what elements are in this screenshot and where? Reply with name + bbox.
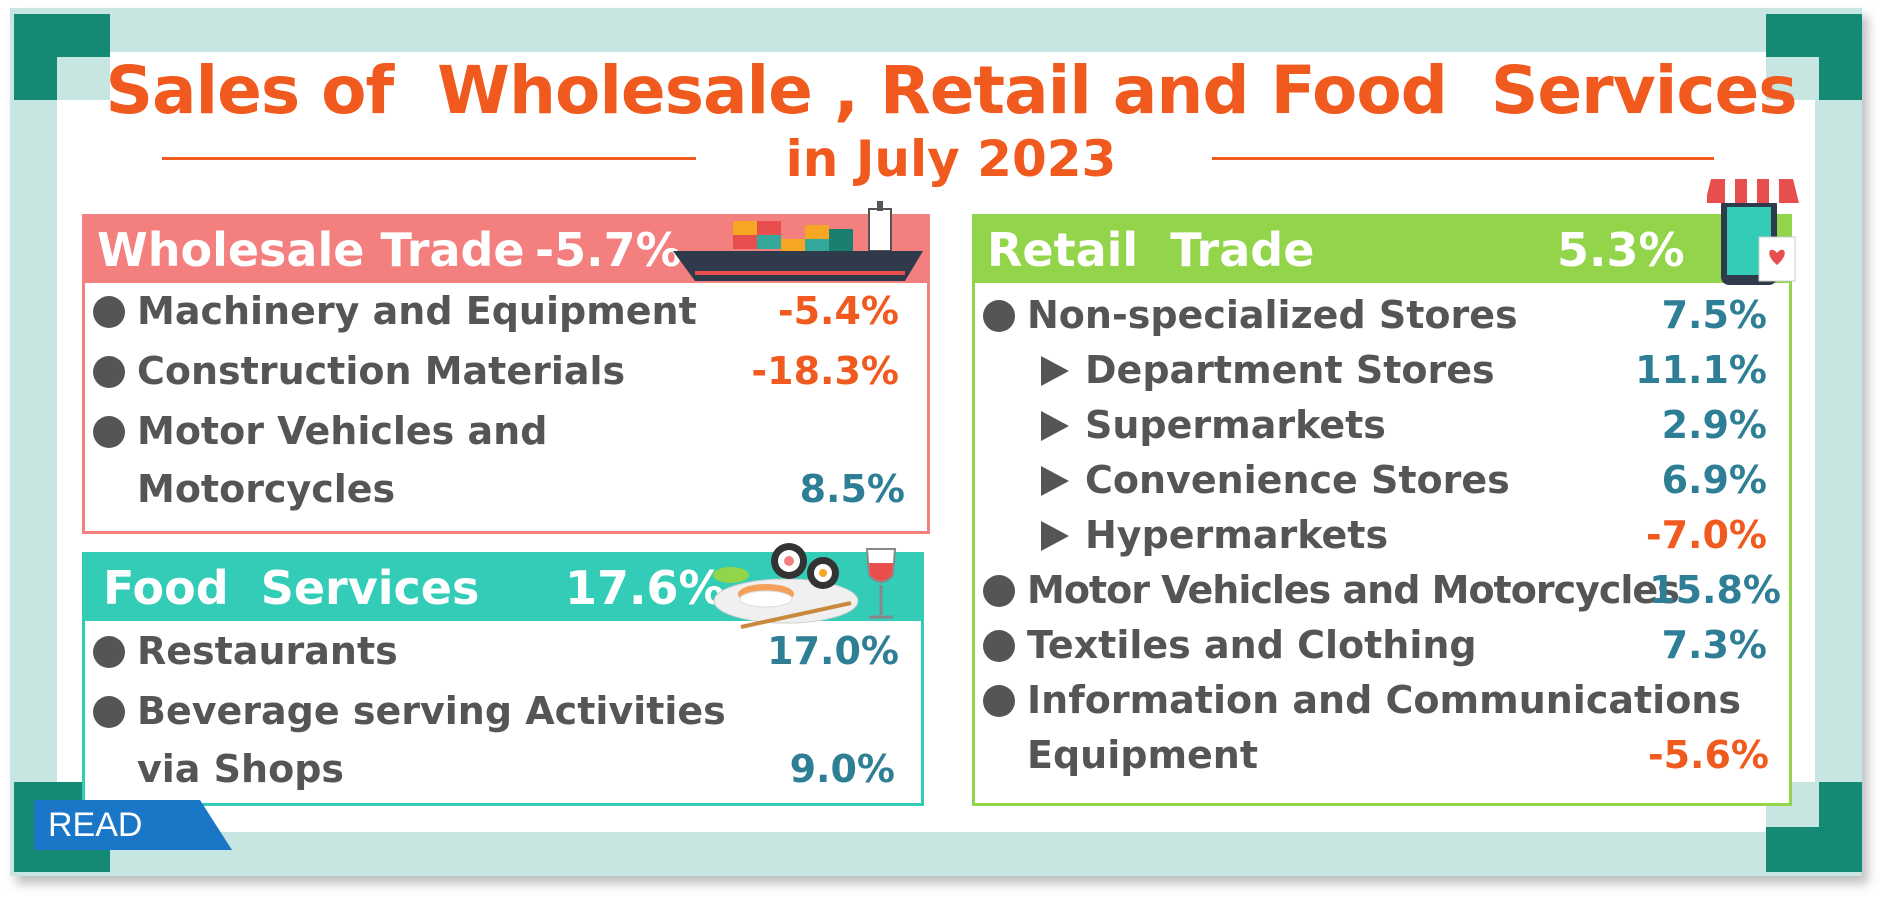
corner-decoration-inset: [57, 57, 110, 100]
wholesale-title: Wholesale Trade: [97, 223, 525, 277]
retail-item-label: Motor Vehicles and Motorcycles: [1027, 568, 1680, 612]
arrow-right-icon: [1041, 356, 1069, 386]
retail-item-value: -5.6%: [1647, 733, 1769, 777]
food-title: Food Services: [103, 561, 480, 615]
retail-item-label: Non-specialized Stores: [1027, 293, 1518, 337]
read-button-label[interactable]: READ: [48, 806, 143, 844]
arrow-right-icon: [1041, 466, 1069, 496]
retail-subitem: Convenience Stores: [1041, 458, 1510, 502]
wholesale-item-value: 8.5%: [799, 467, 905, 511]
corner-decoration-inset: [1766, 57, 1819, 100]
retail-subitem: Supermarkets: [1041, 403, 1386, 447]
shop-phone-icon: [1707, 179, 1799, 285]
arrow-right-icon: [1041, 521, 1069, 551]
retail-item: Information and Communications: [983, 678, 1741, 722]
retail-item: Non-specialized Stores: [983, 293, 1518, 337]
bullet-icon: [93, 416, 125, 448]
food-item-value: 17.0%: [767, 629, 899, 673]
wholesale-panel: Wholesale Trade -5.7% Machinery and Equi…: [82, 201, 930, 534]
arrow-right-icon: [1041, 411, 1069, 441]
retail-item-label: Textiles and Clothing: [1027, 623, 1477, 667]
cargo-ship-icon: [673, 201, 923, 281]
retail-subitem-label: Convenience Stores: [1085, 458, 1510, 502]
retail-item-value: 7.5%: [1661, 293, 1767, 337]
wholesale-item: Motor Vehicles and: [93, 409, 547, 453]
food-item: Restaurants: [93, 629, 398, 673]
wholesale-total: -5.7%: [535, 223, 682, 277]
wholesale-item-value: -18.3%: [751, 349, 899, 393]
bullet-icon: [983, 685, 1015, 717]
wholesale-item: Machinery and Equipment: [93, 289, 697, 333]
retail-header: Retail Trade 5.3%: [975, 179, 1799, 285]
title-rule-right: [1212, 157, 1714, 160]
food-total: 17.6%: [565, 561, 725, 615]
retail-subitem-value: 11.1%: [1635, 348, 1767, 392]
wholesale-item: Construction Materials: [93, 349, 625, 393]
bullet-icon: [93, 296, 125, 328]
title-rule-left: [162, 157, 696, 160]
retail-total: 5.3%: [1557, 223, 1685, 277]
food-item: Beverage serving Activities: [93, 689, 726, 733]
page-subtitle: in July 2023: [785, 130, 1117, 188]
retail-subitem: Department Stores: [1041, 348, 1495, 392]
page-title: Sales of Wholesale , Retail and Food Ser…: [105, 52, 1797, 129]
retail-item: Textiles and Clothing: [983, 623, 1477, 667]
wholesale-item-label: Machinery and Equipment: [137, 289, 697, 333]
retail-item-label: Information and Communications: [1027, 678, 1741, 722]
food-header: Food Services 17.6%: [85, 543, 921, 629]
bullet-icon: [93, 356, 125, 388]
read-button[interactable]: [34, 800, 232, 850]
wholesale-header: Wholesale Trade -5.7%: [85, 201, 927, 283]
food-item-value: 9.0%: [789, 747, 895, 791]
wholesale-item-value: -5.4%: [777, 289, 899, 333]
bullet-icon: [93, 696, 125, 728]
food-item-label-cont: via Shops: [137, 747, 345, 791]
retail-subitem-value: 6.9%: [1661, 458, 1767, 502]
wholesale-item-label-cont: Motorcycles: [137, 467, 396, 511]
retail-subitem-label: Hypermarkets: [1085, 513, 1389, 557]
retail-item: Motor Vehicles and Motorcycles: [983, 568, 1680, 612]
food-item-label: Beverage serving Activities: [137, 689, 726, 733]
food-panel: Food Services 17.6% Restaurants 17.0% Be…: [82, 543, 924, 806]
retail-item-value: 15.8%: [1649, 568, 1781, 612]
bullet-icon: [983, 300, 1015, 332]
food-item-label: Restaurants: [137, 629, 398, 673]
retail-item-label-cont: Equipment: [1027, 733, 1259, 777]
retail-title: Retail Trade: [987, 223, 1315, 277]
wine-glass-icon: [865, 548, 897, 619]
retail-panel: Retail Trade 5.3% Non-specialized Stores…: [972, 179, 1799, 806]
retail-subitem-value: 2.9%: [1661, 403, 1767, 447]
retail-subitem-value: -7.0%: [1645, 513, 1767, 557]
retail-subitem-label: Supermarkets: [1085, 403, 1386, 447]
bullet-icon: [93, 636, 125, 668]
bullet-icon: [983, 630, 1015, 662]
retail-subitem-label: Department Stores: [1085, 348, 1495, 392]
bullet-icon: [983, 575, 1015, 607]
retail-item-value: 7.3%: [1661, 623, 1767, 667]
retail-subitem: Hypermarkets: [1041, 513, 1388, 557]
wholesale-item-label: Motor Vehicles and: [137, 409, 548, 453]
sushi-plate-icon: [713, 543, 859, 629]
wholesale-item-label: Construction Materials: [137, 349, 626, 393]
